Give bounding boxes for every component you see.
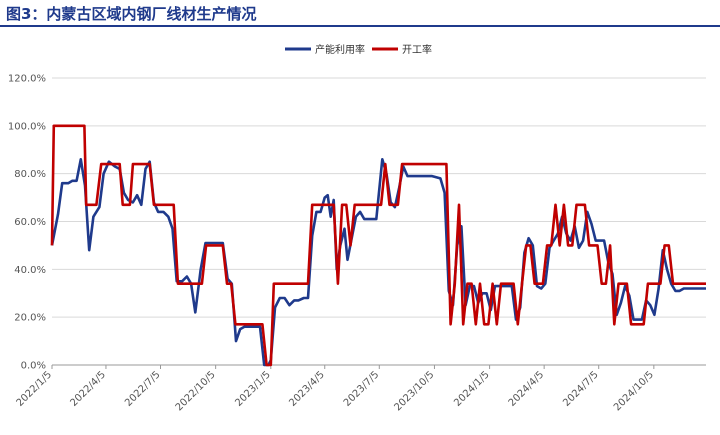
y-tick-label: 0.0%: [21, 361, 46, 372]
y-tick-label: 120.0%: [8, 74, 46, 85]
x-tick-label: 2023/7/5: [342, 369, 382, 409]
y-tick-labels: 0.0% 20.0% 40.0% 60.0% 80.0% 100.0% 120.0%: [8, 74, 46, 372]
x-tick-label: 2023/10/5: [393, 369, 437, 413]
series-lines: [50, 124, 706, 367]
x-tick-labels: 2022/1/5 2022/4/5 2022/7/5 2022/10/5 2023/1/…: [15, 365, 656, 413]
x-tick-label: 2022/7/5: [123, 369, 163, 409]
chart-title: 图3：内蒙古区域内钢厂线材生产情况: [6, 5, 257, 23]
gridlines: [52, 77, 706, 366]
legend: 产能利用率 开工率: [285, 43, 432, 56]
y-tick-label: 80.0%: [14, 169, 46, 180]
x-tick-label: 2023/4/5: [287, 369, 327, 409]
x-tick-label: 2022/4/5: [69, 369, 109, 409]
series-line-2: [50, 124, 706, 367]
y-tick-label: 20.0%: [14, 313, 46, 324]
x-tick-label: 2022/10/5: [174, 369, 218, 413]
y-tick-label: 60.0%: [14, 217, 46, 228]
x-tick-label: 2024/10/5: [612, 369, 656, 413]
legend-label-1: 产能利用率: [315, 43, 365, 56]
x-tick-label: 2022/1/5: [15, 369, 55, 409]
legend-label-2: 开工率: [402, 43, 432, 56]
y-tick-label: 100.0%: [8, 121, 46, 132]
title-rule: [0, 25, 720, 27]
x-tick-label: 2023/1/5: [233, 369, 273, 409]
x-tick-label: 2024/7/5: [561, 369, 601, 409]
series-line-1: [50, 158, 706, 367]
x-tick-label: 2024/1/5: [452, 369, 492, 409]
x-tick-label: 2024/4/5: [507, 369, 547, 409]
y-tick-label: 40.0%: [14, 265, 46, 276]
